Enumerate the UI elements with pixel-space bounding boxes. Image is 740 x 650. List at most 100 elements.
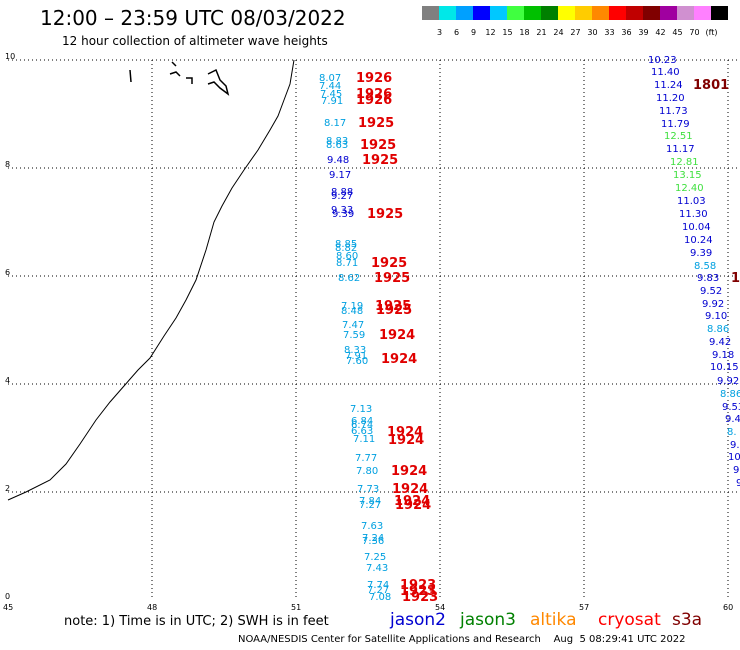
wave-height-value: 7.47 xyxy=(342,320,365,331)
color-scale-label: 12 xyxy=(485,28,496,37)
y-tick-label: 8 xyxy=(5,160,11,169)
satellite-s3a: s3a xyxy=(672,610,703,630)
color-scale-label: 24 xyxy=(553,28,564,37)
color-swatch xyxy=(422,6,439,20)
wave-height-value: 11.20 xyxy=(656,93,685,104)
wave-height-value: 9.10 xyxy=(705,311,728,322)
wave-height-value: 9.52 xyxy=(700,286,723,297)
islands xyxy=(129,61,230,96)
wave-height-value: 7.44 xyxy=(319,81,342,92)
color-swatch xyxy=(711,6,728,20)
color-swatch xyxy=(643,6,660,20)
wave-height-value: 10.24 xyxy=(684,235,713,246)
wave-height-value: 12.51 xyxy=(664,131,693,142)
wave-height-value: 9 xyxy=(736,478,740,489)
wave-height-value: 9.33 xyxy=(331,205,354,216)
wave-height-value: 7.63 xyxy=(361,521,384,532)
pass-time-label: 1925 xyxy=(375,299,412,314)
y-tick-label: 0 xyxy=(5,592,11,601)
wave-height-value: 10.23 xyxy=(648,55,677,66)
y-tick-label: 6 xyxy=(5,268,11,277)
color-scale-label: 45 xyxy=(672,28,683,37)
wave-height-value: 10.15 xyxy=(710,362,739,373)
color-scale-label: 36 xyxy=(621,28,632,37)
pass-time-label: 1923 xyxy=(400,584,437,599)
wave-height-value: 9.39 xyxy=(332,209,355,220)
color-swatch xyxy=(490,6,507,20)
pass-time-label: 1926 xyxy=(356,71,393,86)
color-swatch xyxy=(558,6,575,20)
wave-height-value: 7.27 xyxy=(367,585,390,596)
wave-height-value: 11.24 xyxy=(654,80,683,91)
wave-height-value: 8.62 xyxy=(338,273,361,284)
color-scale-label: 27 xyxy=(570,28,581,37)
wave-height-value: 8.86 xyxy=(720,389,740,400)
pass-time-label: 1925 xyxy=(360,138,397,153)
y-tick-label: 10 xyxy=(5,52,16,61)
color-swatch xyxy=(524,6,541,20)
wave-height-value: 9. xyxy=(733,465,740,476)
wave-height-value: 7.08 xyxy=(369,592,392,603)
color-swatch xyxy=(456,6,473,20)
x-tick-label: 45 xyxy=(3,603,14,612)
wave-height-value: 9. xyxy=(730,440,740,451)
color-scale-label: 21 xyxy=(536,28,547,37)
note-text: note: 1) Time is in UTC; 2) SWH is in fe… xyxy=(64,614,329,629)
wave-height-value: 8.17 xyxy=(324,118,347,129)
color-scale-label: 15 xyxy=(502,28,513,37)
coastline xyxy=(7,59,295,501)
color-swatch xyxy=(694,6,711,20)
color-swatch xyxy=(575,6,592,20)
color-swatch xyxy=(609,6,626,20)
x-tick-label: 57 xyxy=(579,603,590,612)
wave-height-value: 8.71 xyxy=(336,258,359,269)
wave-height-value: 9.92 xyxy=(702,299,725,310)
wave-height-value: 7.43 xyxy=(366,563,389,574)
wave-height-value: 8.85 xyxy=(335,239,358,250)
wave-height-value: 7.24 xyxy=(362,533,385,544)
color-scale-label: 6 xyxy=(453,28,460,37)
color-scale-label: 30 xyxy=(587,28,598,37)
pass-time-label: 1925 xyxy=(376,303,413,318)
wave-height-value: 11.03 xyxy=(677,196,706,207)
wave-height-value: 9.53 xyxy=(722,402,740,413)
wave-height-value: 8.82 xyxy=(335,243,358,254)
x-tick-label: 48 xyxy=(147,603,158,612)
color-scale-label: 33 xyxy=(604,28,615,37)
wave-height-value: 7.84 xyxy=(359,496,382,507)
pass-time-label: 1926 xyxy=(356,87,393,102)
wave-height-value: 7.91 xyxy=(321,96,344,107)
wave-height-value: 7.77 xyxy=(355,453,378,464)
wave-height-value: 7.11 xyxy=(353,434,376,445)
wave-height-value: 10 xyxy=(728,452,740,463)
wave-height-value: 8.33 xyxy=(344,345,367,356)
color-swatch xyxy=(677,6,694,20)
footer-credit: NOAA/NESDIS Center for Satellite Applica… xyxy=(238,634,686,645)
x-tick-label: 54 xyxy=(435,603,446,612)
wave-height-value: 7.60 xyxy=(346,356,369,367)
color-scale-label: 70 xyxy=(689,28,700,37)
pass-time-label: 1925 xyxy=(367,207,404,222)
wave-height-value: 7.91 xyxy=(345,351,368,362)
pass-time-label: 1924 xyxy=(388,433,425,448)
color-scale-label: 9 xyxy=(470,28,477,37)
color-swatch xyxy=(507,6,524,20)
y-tick-label: 2 xyxy=(5,484,11,493)
wave-height-value: 8.60 xyxy=(336,251,359,262)
wave-height-value: 7.73 xyxy=(357,484,380,495)
wave-height-value: 6.74 xyxy=(351,420,374,431)
wave-height-value: 7.74 xyxy=(367,580,390,591)
wave-height-value: 9.39 xyxy=(690,248,713,259)
wave-height-value: 7.45 xyxy=(320,89,343,100)
wave-height-value: 11.79 xyxy=(661,119,690,130)
x-tick-label: 60 xyxy=(723,603,734,612)
color-scale-label: 42 xyxy=(655,28,666,37)
wave-height-value: 7.19 xyxy=(341,301,364,312)
y-tick-label: 4 xyxy=(5,376,11,385)
wave-height-value: 10.04 xyxy=(682,222,711,233)
pass-time-label: 1923 xyxy=(400,578,437,593)
color-scale-label: 39 xyxy=(638,28,649,37)
map-subtitle: 12 hour collection of altimeter wave hei… xyxy=(62,34,328,48)
wave-height-value: 6.84 xyxy=(351,416,374,427)
